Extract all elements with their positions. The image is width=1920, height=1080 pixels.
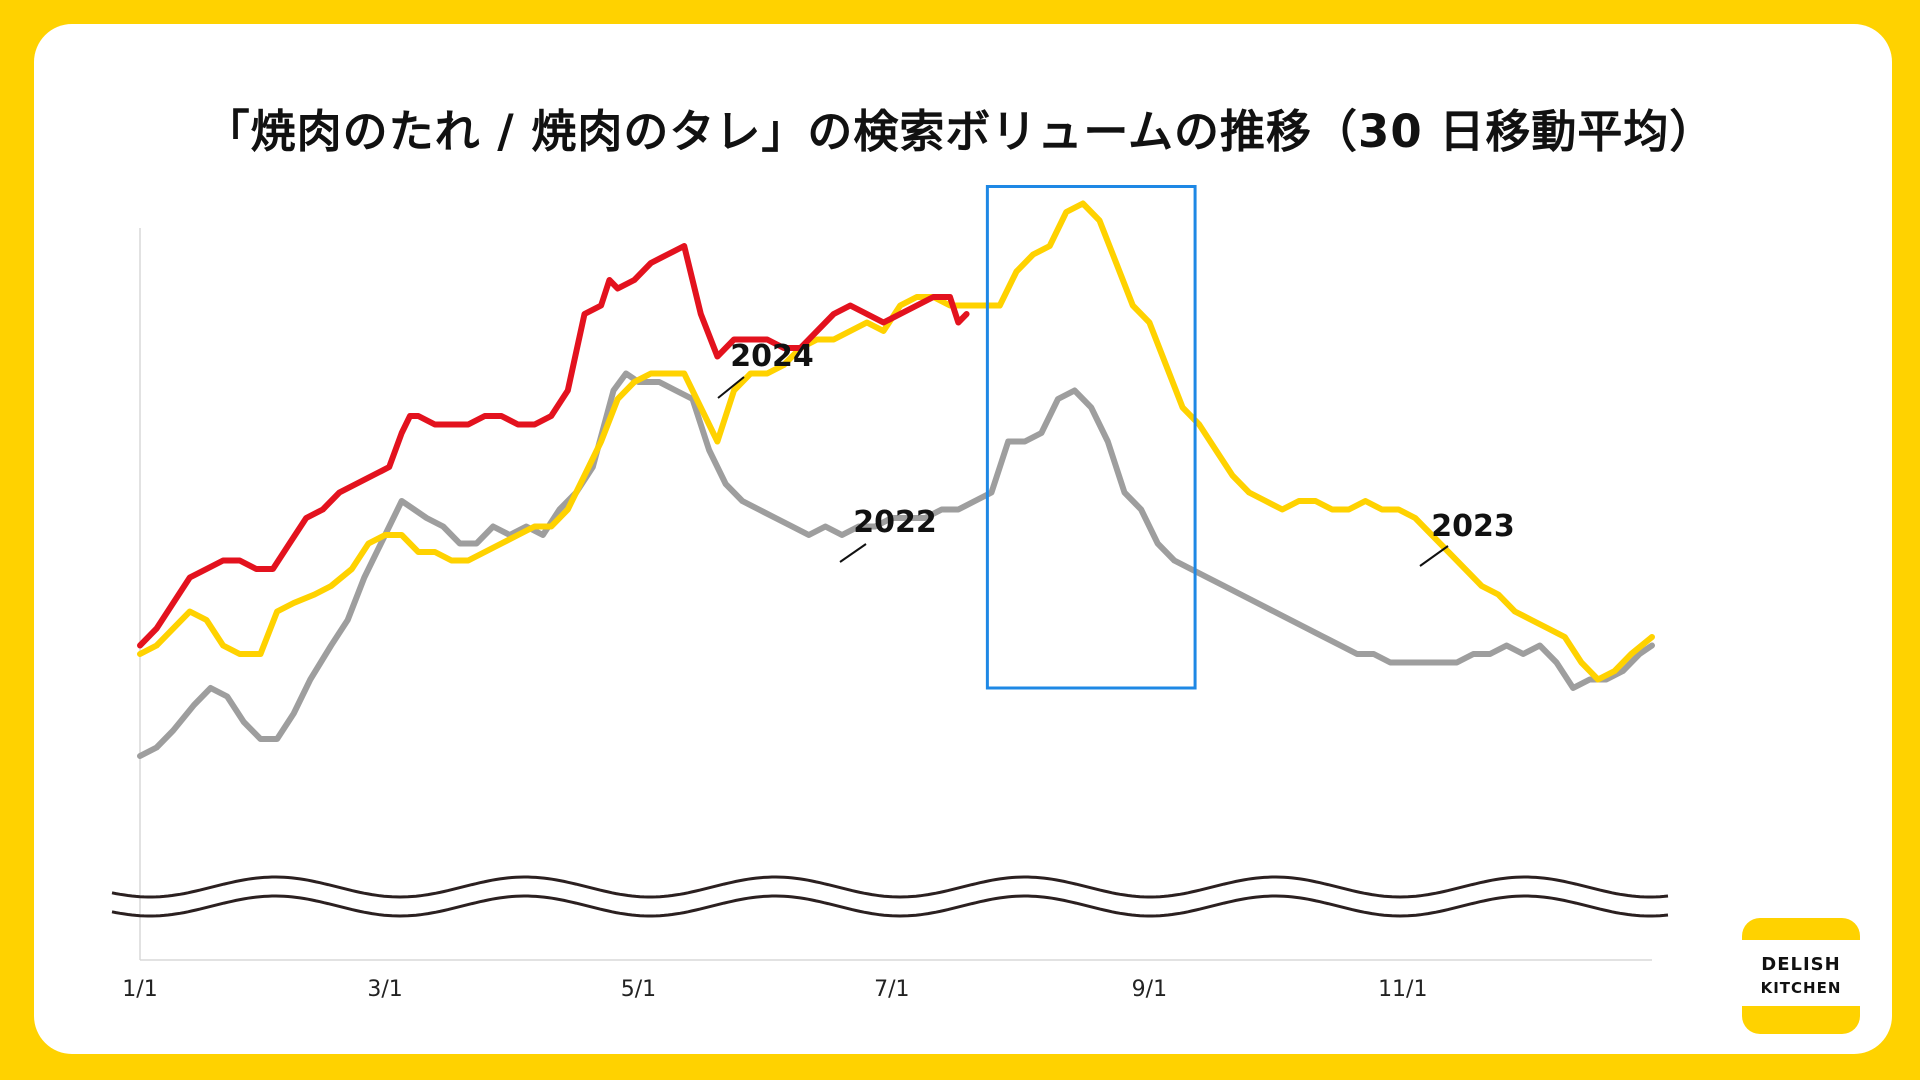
series-label-leader-2024 (717, 376, 745, 399)
series-line-2023 (137, 200, 1655, 683)
series-label-2024: 2024 (730, 339, 814, 374)
x-tick-label: 5/1 (621, 977, 656, 1002)
logo-band (1742, 940, 1860, 1006)
series-label-2023: 2023 (1431, 509, 1515, 544)
x-tick-label: 1/1 (122, 977, 157, 1002)
chart-card (34, 24, 1892, 1054)
series-label-leader-2022 (839, 543, 867, 563)
x-tick-label: 11/1 (1378, 977, 1427, 1002)
axis-break-line-upper (111, 875, 1669, 899)
x-tick-label: 7/1 (874, 977, 909, 1002)
x-tick-label: 3/1 (367, 977, 402, 1002)
series-label-2022: 2022 (853, 505, 937, 540)
delish-kitchen-logo: DELISH KITCHEN (1742, 918, 1860, 1034)
x-tick-label: 9/1 (1132, 977, 1167, 1002)
series-line-2024 (137, 243, 970, 649)
series-line-2022 (137, 370, 1655, 759)
logo-text-line1: DELISH (1761, 954, 1841, 975)
logo-text-line2: KITCHEN (1760, 979, 1842, 997)
chart-title: 「焼肉のたれ / 焼肉のタレ」の検索ボリュームの推移（30 日移動平均） (204, 105, 1716, 158)
axis-break-line-lower (111, 894, 1669, 918)
series-label-leader-2023 (1419, 545, 1449, 567)
highlight-box (985, 185, 1197, 690)
